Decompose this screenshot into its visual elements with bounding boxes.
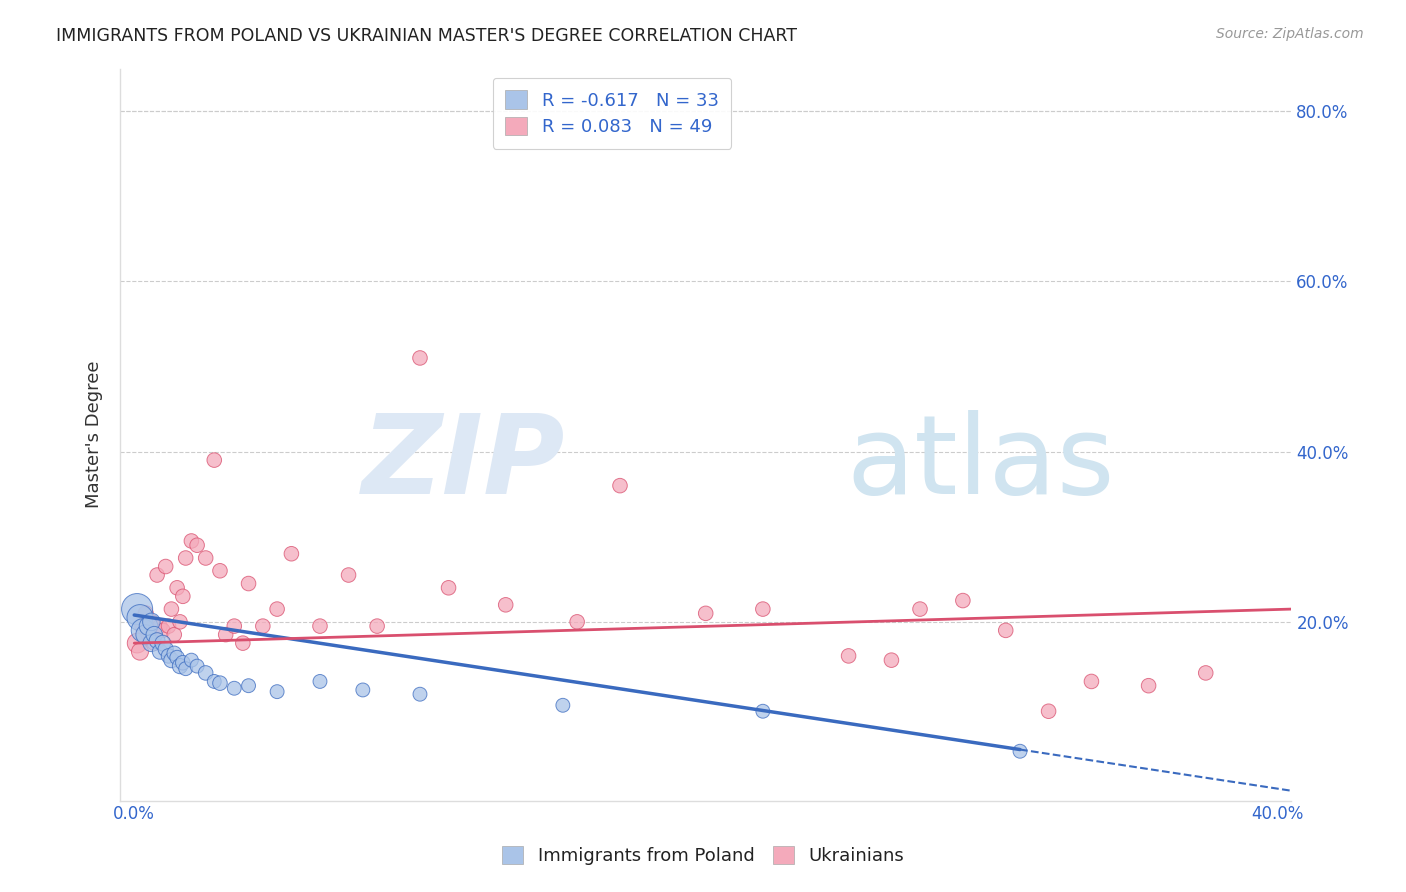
Point [180, 533, 202, 548]
Point [208, 676, 231, 690]
Point [127, 636, 149, 650]
Point [752, 704, 775, 718]
Point [194, 551, 217, 566]
Point [186, 659, 208, 673]
Point [232, 636, 254, 650]
Point [215, 627, 238, 641]
Text: ZIP: ZIP [361, 410, 565, 517]
Y-axis label: Master's Degree: Master's Degree [86, 361, 103, 508]
Text: Source: ZipAtlas.com: Source: ZipAtlas.com [1216, 27, 1364, 41]
Point [149, 645, 172, 659]
Point [149, 619, 172, 633]
Point [138, 627, 160, 641]
Point [169, 659, 191, 673]
Point [908, 602, 931, 616]
Point [138, 619, 160, 633]
Point [224, 619, 246, 633]
Point [141, 615, 163, 629]
Point [695, 607, 717, 621]
Point [337, 568, 360, 582]
Point [266, 602, 288, 616]
Point [224, 681, 246, 696]
Point [174, 662, 197, 676]
Point [1137, 679, 1160, 693]
Text: IMMIGRANTS FROM POLAND VS UKRAINIAN MASTER'S DEGREE CORRELATION CHART: IMMIGRANTS FROM POLAND VS UKRAINIAN MAST… [56, 27, 797, 45]
Point [238, 576, 260, 591]
Point [186, 538, 208, 552]
Point [152, 624, 174, 638]
Point [409, 351, 432, 365]
Point [157, 648, 180, 663]
Point [202, 453, 225, 467]
Point [135, 607, 157, 621]
Point [994, 624, 1017, 638]
Point [141, 615, 163, 629]
Point [609, 478, 631, 492]
Point [166, 650, 188, 665]
Point [143, 636, 166, 650]
Point [155, 642, 177, 657]
Text: atlas: atlas [846, 410, 1115, 517]
Point [135, 627, 157, 641]
Point [366, 619, 388, 633]
Point [152, 636, 174, 650]
Point [166, 581, 188, 595]
Point [565, 615, 588, 629]
Point [155, 559, 177, 574]
Point [551, 698, 574, 713]
Point [129, 610, 152, 624]
Point [157, 619, 180, 633]
Point [1038, 704, 1060, 718]
Point [437, 581, 460, 595]
Point [266, 684, 288, 698]
Legend: Immigrants from Poland, Ukrainians: Immigrants from Poland, Ukrainians [492, 837, 914, 874]
Point [174, 551, 197, 566]
Point [495, 598, 517, 612]
Point [202, 674, 225, 689]
Point [252, 619, 274, 633]
Point [160, 653, 183, 667]
Point [880, 653, 903, 667]
Point [163, 627, 186, 641]
Point [309, 619, 332, 633]
Point [280, 547, 302, 561]
Point [352, 682, 374, 697]
Point [141, 636, 163, 650]
Point [838, 648, 860, 663]
Point [180, 653, 202, 667]
Point [208, 564, 231, 578]
Point [169, 615, 191, 629]
Point [409, 687, 432, 701]
Point [160, 602, 183, 616]
Point [127, 602, 149, 616]
Point [132, 624, 155, 638]
Point [146, 568, 169, 582]
Point [309, 674, 332, 689]
Point [163, 646, 186, 660]
Point [1195, 665, 1218, 680]
Point [752, 602, 775, 616]
Legend: R = -0.617   N = 33, R = 0.083   N = 49: R = -0.617 N = 33, R = 0.083 N = 49 [492, 78, 731, 149]
Point [132, 619, 155, 633]
Point [194, 665, 217, 680]
Point [1008, 744, 1031, 758]
Point [238, 679, 260, 693]
Point [143, 627, 166, 641]
Point [146, 633, 169, 648]
Point [129, 645, 152, 659]
Point [1080, 674, 1102, 689]
Point [952, 593, 974, 607]
Point [172, 590, 194, 604]
Point [172, 656, 194, 670]
